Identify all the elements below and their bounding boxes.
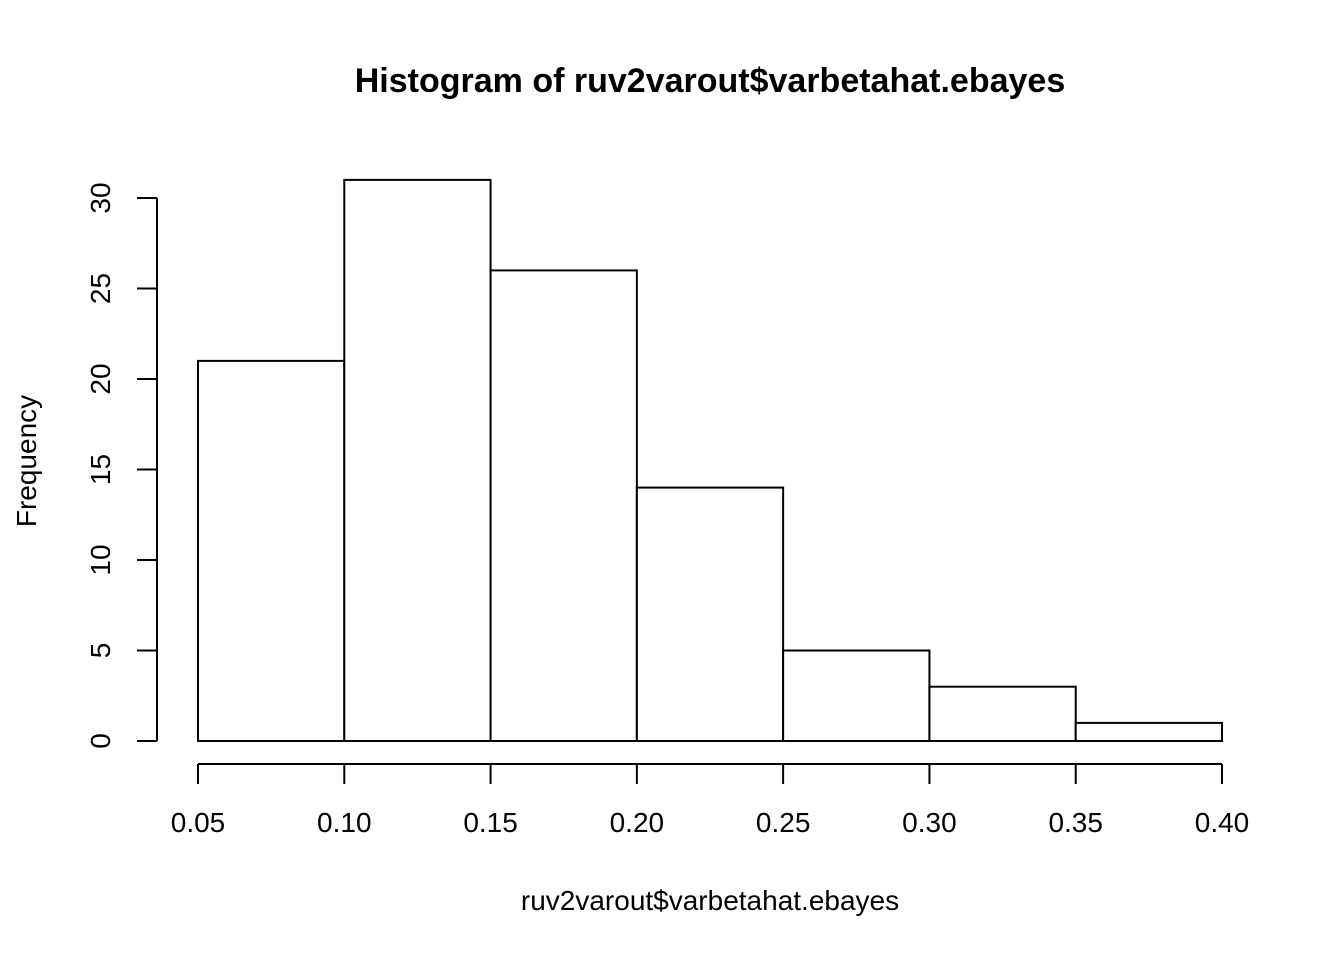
histogram-bar-3 — [635, 486, 785, 742]
y-tick-label: 0 — [85, 733, 116, 749]
x-tick-label: 0.30 — [902, 807, 957, 838]
histogram-bar-5 — [928, 685, 1077, 743]
y-tick-label: 10 — [85, 544, 116, 575]
y-tick-label: 15 — [85, 454, 116, 485]
y-axis: 0 5 10 15 20 25 30 — [85, 182, 158, 749]
histogram-bar-2 — [489, 269, 638, 742]
chart-title: Histogram of ruv2varout$varbetahat.ebaye… — [355, 62, 1065, 100]
histogram-bar-1 — [343, 178, 492, 742]
y-tick-label: 30 — [85, 182, 116, 213]
x-tick-label: 0.20 — [610, 807, 665, 838]
y-axis-label: Frequency — [11, 395, 42, 527]
y-tick-label: 20 — [85, 363, 116, 394]
y-tick-label: 5 — [85, 643, 116, 659]
x-tick-label: 0.05 — [171, 807, 226, 838]
x-tick-label: 0.40 — [1195, 807, 1250, 838]
x-tick-label: 0.15 — [463, 807, 518, 838]
y-tick-label: 25 — [85, 273, 116, 304]
bars-group — [197, 178, 1223, 743]
x-tick-label: 0.10 — [317, 807, 372, 838]
x-axis: 0.05 0.10 0.15 0.20 0.25 0.30 0.35 0.40 — [171, 763, 1250, 838]
x-tick-label: 0.35 — [1048, 807, 1103, 838]
histogram-bar-6 — [1074, 721, 1223, 743]
histogram-bar-0 — [197, 359, 346, 742]
x-axis-label: ruv2varout$varbetahat.ebayes — [521, 885, 899, 916]
x-tick-label: 0.25 — [756, 807, 811, 838]
histogram-bar-4 — [782, 649, 931, 742]
